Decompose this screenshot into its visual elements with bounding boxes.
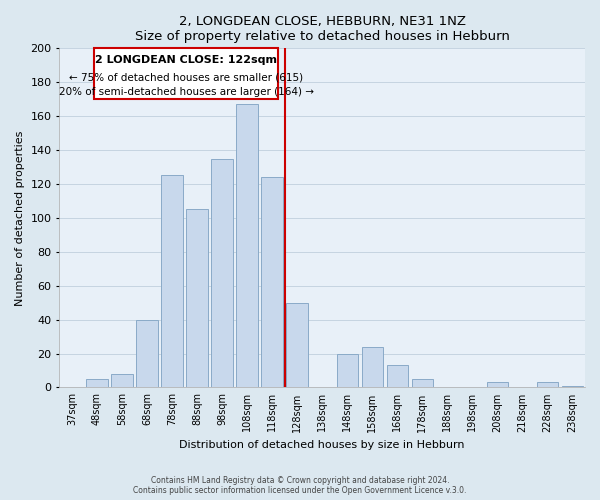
Bar [86, 379, 107, 388]
Title: 2, LONGDEAN CLOSE, HEBBURN, NE31 1NZ
Size of property relative to detached house: 2, LONGDEAN CLOSE, HEBBURN, NE31 1NZ Siz… [135, 15, 509, 43]
Text: 2 LONGDEAN CLOSE: 122sqm: 2 LONGDEAN CLOSE: 122sqm [95, 55, 277, 65]
Text: Contains HM Land Registry data © Crown copyright and database right 2024.
Contai: Contains HM Land Registry data © Crown c… [133, 476, 467, 495]
Bar [187, 210, 208, 388]
X-axis label: Distribution of detached houses by size in Hebburn: Distribution of detached houses by size … [179, 440, 465, 450]
Bar [386, 366, 408, 388]
Bar [161, 176, 182, 388]
Text: ← 75% of detached houses are smaller (615): ← 75% of detached houses are smaller (61… [69, 72, 304, 82]
Bar [337, 354, 358, 388]
Bar [537, 382, 558, 388]
Bar [211, 158, 233, 388]
Bar [262, 177, 283, 388]
Bar [286, 302, 308, 388]
Bar [111, 374, 133, 388]
FancyBboxPatch shape [94, 48, 278, 99]
Y-axis label: Number of detached properties: Number of detached properties [15, 130, 25, 306]
Bar [562, 386, 583, 388]
Bar [362, 346, 383, 388]
Bar [412, 379, 433, 388]
Bar [136, 320, 158, 388]
Bar [487, 382, 508, 388]
Bar [236, 104, 258, 388]
Text: 20% of semi-detached houses are larger (164) →: 20% of semi-detached houses are larger (… [59, 88, 314, 98]
